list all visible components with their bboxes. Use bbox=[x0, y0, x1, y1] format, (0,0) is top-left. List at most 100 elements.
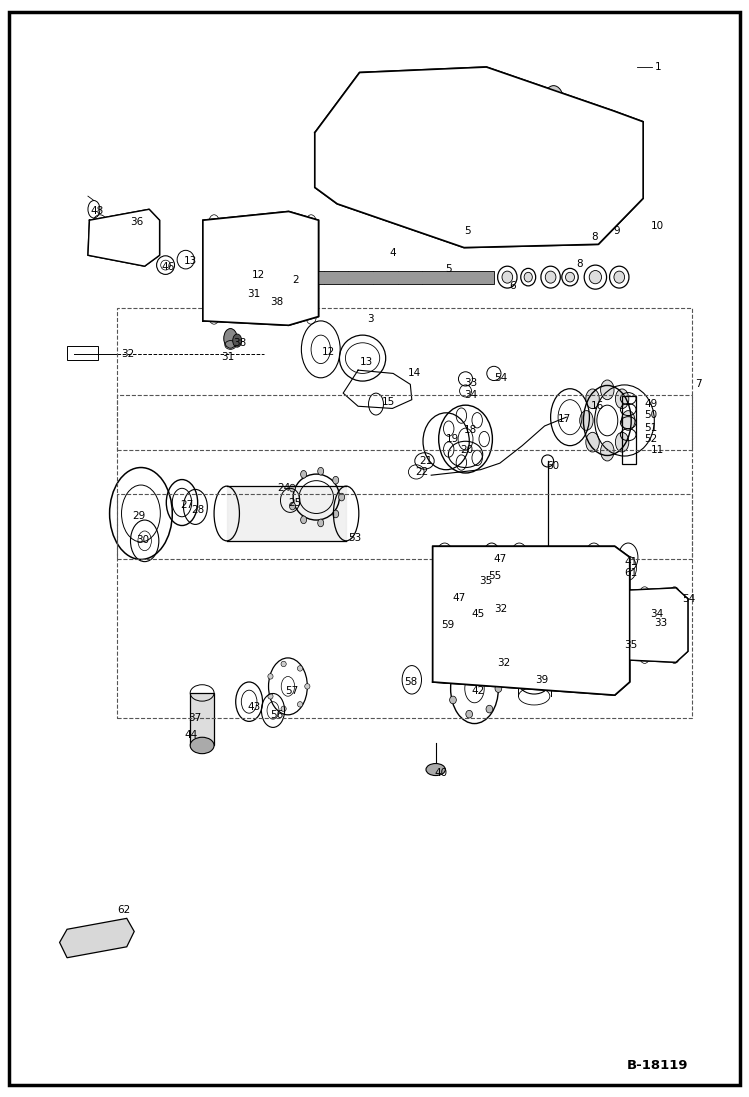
Text: 46: 46 bbox=[162, 262, 175, 272]
Circle shape bbox=[544, 86, 563, 114]
Text: 18: 18 bbox=[464, 426, 477, 436]
Ellipse shape bbox=[495, 685, 502, 692]
Polygon shape bbox=[60, 918, 134, 958]
Text: 51: 51 bbox=[645, 423, 658, 433]
Text: 35: 35 bbox=[625, 640, 637, 649]
Text: 56: 56 bbox=[270, 710, 283, 720]
Ellipse shape bbox=[426, 764, 446, 776]
Text: 20: 20 bbox=[461, 445, 473, 455]
Circle shape bbox=[549, 93, 558, 106]
Ellipse shape bbox=[502, 271, 512, 283]
Text: 9: 9 bbox=[613, 226, 620, 236]
Circle shape bbox=[616, 432, 629, 452]
Text: 33: 33 bbox=[655, 618, 667, 627]
Text: 5: 5 bbox=[464, 226, 470, 236]
Text: 43: 43 bbox=[248, 702, 261, 712]
Text: 3: 3 bbox=[367, 314, 374, 324]
Polygon shape bbox=[315, 67, 643, 248]
Ellipse shape bbox=[333, 476, 339, 484]
Text: 62: 62 bbox=[117, 905, 130, 915]
Ellipse shape bbox=[281, 661, 286, 667]
Text: B-18119: B-18119 bbox=[626, 1059, 688, 1072]
Ellipse shape bbox=[339, 494, 345, 501]
Ellipse shape bbox=[545, 271, 556, 283]
Ellipse shape bbox=[297, 702, 303, 708]
Ellipse shape bbox=[318, 519, 324, 527]
Bar bbox=[190, 693, 214, 746]
Ellipse shape bbox=[300, 471, 306, 478]
Text: 57: 57 bbox=[285, 686, 298, 695]
Text: 28: 28 bbox=[192, 506, 205, 516]
Text: 58: 58 bbox=[404, 677, 418, 687]
Text: 53: 53 bbox=[348, 532, 362, 543]
Ellipse shape bbox=[297, 666, 303, 671]
Text: 49: 49 bbox=[645, 399, 658, 409]
Text: 59: 59 bbox=[442, 620, 455, 630]
Circle shape bbox=[601, 380, 614, 399]
Text: 47: 47 bbox=[494, 554, 507, 565]
Text: 45: 45 bbox=[472, 609, 485, 619]
Text: 8: 8 bbox=[591, 231, 598, 241]
Bar bbox=[117, 395, 691, 559]
Text: 17: 17 bbox=[557, 415, 571, 425]
Text: 31: 31 bbox=[248, 289, 261, 298]
Ellipse shape bbox=[486, 664, 493, 671]
Circle shape bbox=[224, 329, 237, 348]
Text: 39: 39 bbox=[535, 675, 548, 685]
Text: 37: 37 bbox=[188, 713, 201, 723]
Text: 40: 40 bbox=[434, 768, 447, 778]
Polygon shape bbox=[214, 271, 494, 284]
Text: 6: 6 bbox=[509, 281, 515, 291]
Bar bbox=[67, 346, 98, 360]
Text: 13: 13 bbox=[184, 256, 198, 265]
Text: 29: 29 bbox=[132, 511, 145, 521]
Polygon shape bbox=[203, 212, 318, 326]
Text: 21: 21 bbox=[419, 456, 432, 466]
Text: 4: 4 bbox=[389, 248, 396, 258]
Text: 38: 38 bbox=[270, 297, 283, 307]
Circle shape bbox=[445, 82, 454, 95]
Ellipse shape bbox=[449, 697, 456, 704]
Text: 10: 10 bbox=[651, 220, 664, 230]
Text: 32: 32 bbox=[121, 349, 134, 359]
Circle shape bbox=[616, 389, 629, 409]
Ellipse shape bbox=[614, 271, 625, 283]
Text: 48: 48 bbox=[91, 206, 104, 216]
Bar bbox=[348, 133, 446, 199]
Text: 41: 41 bbox=[625, 556, 637, 567]
Polygon shape bbox=[630, 588, 688, 663]
Text: 55: 55 bbox=[488, 570, 501, 580]
Circle shape bbox=[251, 286, 263, 304]
Polygon shape bbox=[433, 546, 630, 695]
Ellipse shape bbox=[268, 693, 273, 699]
Text: 12: 12 bbox=[252, 270, 264, 280]
Text: 25: 25 bbox=[288, 498, 302, 508]
Ellipse shape bbox=[268, 674, 273, 679]
Text: 8: 8 bbox=[576, 259, 583, 269]
Text: 54: 54 bbox=[682, 593, 695, 603]
Text: 52: 52 bbox=[645, 434, 658, 444]
Circle shape bbox=[265, 293, 275, 308]
Text: 11: 11 bbox=[651, 445, 664, 455]
Circle shape bbox=[491, 75, 511, 103]
Ellipse shape bbox=[466, 711, 473, 719]
Text: 34: 34 bbox=[651, 609, 664, 619]
Text: 14: 14 bbox=[408, 369, 422, 378]
Text: 1: 1 bbox=[655, 63, 661, 72]
Circle shape bbox=[580, 410, 593, 430]
Ellipse shape bbox=[305, 683, 310, 689]
Text: 35: 35 bbox=[479, 576, 492, 586]
Text: 61: 61 bbox=[625, 567, 637, 578]
Text: 19: 19 bbox=[446, 434, 458, 444]
Polygon shape bbox=[88, 210, 160, 267]
Ellipse shape bbox=[466, 659, 473, 667]
Ellipse shape bbox=[524, 272, 533, 282]
Ellipse shape bbox=[289, 502, 295, 510]
Text: 54: 54 bbox=[494, 373, 507, 383]
Ellipse shape bbox=[333, 510, 339, 518]
Bar bbox=[464, 133, 561, 199]
Ellipse shape bbox=[289, 484, 295, 491]
Text: 31: 31 bbox=[222, 352, 234, 362]
Text: 50: 50 bbox=[645, 410, 658, 420]
Text: 60: 60 bbox=[546, 462, 560, 472]
